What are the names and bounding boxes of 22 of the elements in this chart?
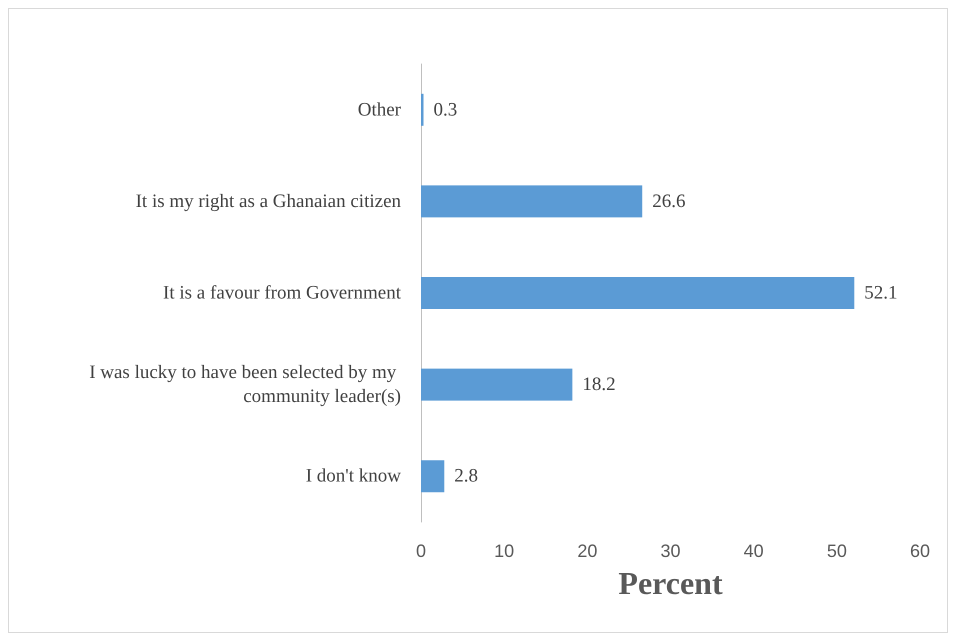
y-tick-label: Other: [358, 99, 402, 120]
data-label: 26.6: [652, 190, 686, 212]
bar: [421, 185, 642, 218]
x-tick-label: 0: [416, 541, 426, 561]
data-label: 52.1: [864, 282, 898, 304]
x-tick-label: 60: [910, 541, 930, 561]
data-label: 18.2: [582, 374, 616, 396]
bar: [421, 368, 572, 401]
y-tick-label: I was lucky to have been selected by my community leader(s): [89, 362, 401, 408]
y-tick-label: It is my right as a Ghanaian citizen: [136, 190, 402, 212]
x-tick-label: 10: [494, 541, 514, 561]
x-tick-label: 20: [577, 541, 598, 561]
x-tick-label: 30: [660, 541, 681, 561]
y-tick-label: I don't know: [306, 466, 402, 487]
x-tick-label: 40: [744, 541, 764, 561]
data-label: 0.3: [433, 99, 458, 120]
data-label: 2.8: [454, 466, 478, 487]
bar: [421, 277, 854, 309]
y-tick-label: It is a favour from Government: [163, 282, 402, 304]
bar: [421, 460, 444, 492]
x-axis-title: Percent: [618, 565, 723, 601]
x-tick-label: 50: [826, 541, 847, 561]
